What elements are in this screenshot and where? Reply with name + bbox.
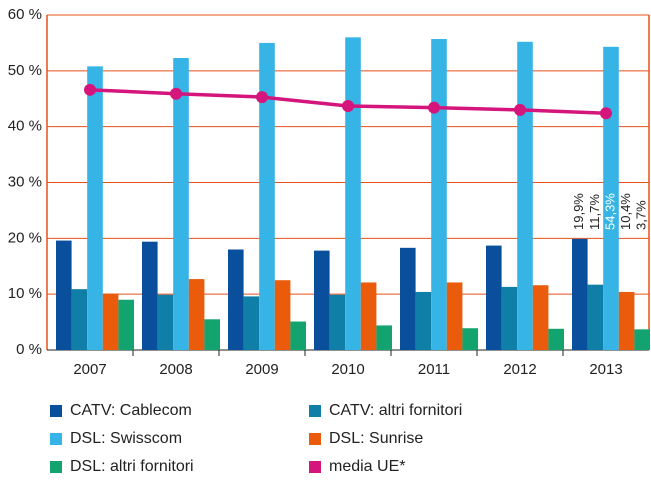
bar <box>462 328 478 350</box>
bar <box>173 57 189 350</box>
x-tick-label: 2010 <box>331 361 364 378</box>
bar <box>376 325 392 350</box>
bar <box>486 245 502 350</box>
bar <box>102 293 119 350</box>
bar <box>329 294 346 350</box>
bar <box>400 247 416 350</box>
legend-swatch <box>309 461 321 473</box>
bar <box>603 46 619 350</box>
bar <box>274 280 291 350</box>
bar <box>259 42 275 351</box>
bar <box>501 286 518 350</box>
line-marker <box>170 87 182 100</box>
bar <box>548 328 564 350</box>
legend-label: DSL: Sunrise <box>329 430 423 447</box>
y-tick-label: 60 % <box>8 6 42 23</box>
data-label: 10,4% <box>618 193 633 230</box>
x-tick-label: 2008 <box>159 361 192 378</box>
bar <box>290 321 306 350</box>
legend-swatch <box>50 405 62 417</box>
bar <box>360 282 377 350</box>
y-tick-label: 30 % <box>8 173 42 190</box>
data-label: 11,7% <box>587 194 602 230</box>
bar <box>157 294 174 350</box>
bar <box>142 241 158 350</box>
legend-label: media UE* <box>329 458 405 475</box>
bar <box>188 279 205 350</box>
bar <box>634 329 650 350</box>
bar <box>587 284 604 350</box>
bar <box>228 249 244 350</box>
legend-swatch <box>50 461 62 473</box>
bar <box>243 296 260 350</box>
line-marker <box>428 101 440 114</box>
legend-label: DSL: altri fornitori <box>70 458 194 475</box>
line-marker <box>84 83 96 96</box>
x-tick-label: 2012 <box>503 361 536 378</box>
bar <box>446 282 463 350</box>
bar <box>517 41 533 351</box>
legend-swatch <box>309 433 321 445</box>
legend-swatch <box>50 433 62 445</box>
bar <box>345 37 361 350</box>
bar <box>618 291 635 350</box>
bar <box>204 319 220 350</box>
bar <box>532 285 549 350</box>
y-tick-label: 0 % <box>16 341 42 358</box>
bar <box>71 289 88 350</box>
data-label: 19,9% <box>571 193 586 230</box>
legend-label: DSL: Swisscom <box>70 430 182 447</box>
data-label: 3,7% <box>634 200 649 230</box>
line-marker <box>514 103 526 116</box>
y-tick-label: 50 % <box>8 62 42 79</box>
bar <box>56 240 72 350</box>
y-tick-label: 40 % <box>8 118 42 135</box>
x-tick-label: 2011 <box>418 361 450 378</box>
bar <box>314 250 330 350</box>
legend-label: CATV: Cablecom <box>70 402 192 419</box>
legend-swatch <box>309 405 321 417</box>
bar <box>87 66 103 350</box>
bar <box>572 238 588 350</box>
x-tick-label: 2009 <box>245 361 278 378</box>
line-marker <box>342 100 354 113</box>
legend-label: CATV: altri fornitori <box>329 402 462 419</box>
y-tick-label: 20 % <box>8 229 42 246</box>
x-tick-label: 2013 <box>589 361 622 378</box>
line-marker <box>256 91 268 104</box>
bar <box>118 299 134 350</box>
bar <box>431 39 447 351</box>
x-tick-label: 2007 <box>73 361 106 378</box>
bar <box>415 291 432 350</box>
y-tick-label: 10 % <box>8 285 42 302</box>
line-marker <box>600 107 612 120</box>
data-label: 54,3% <box>602 193 617 230</box>
